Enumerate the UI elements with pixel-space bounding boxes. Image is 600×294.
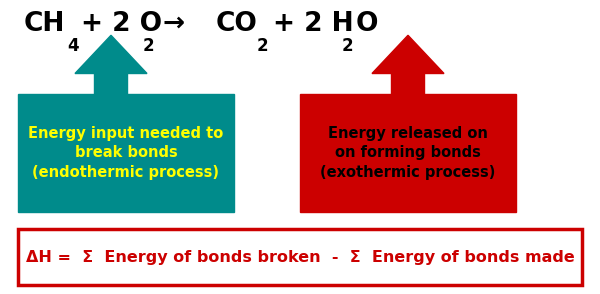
Text: 4: 4 (67, 37, 79, 56)
Text: 2: 2 (257, 37, 268, 56)
Text: Energy input needed to
break bonds
(endothermic process): Energy input needed to break bonds (endo… (28, 126, 224, 180)
Polygon shape (372, 35, 444, 97)
Text: CO: CO (216, 11, 258, 37)
Text: 2: 2 (142, 37, 154, 56)
FancyBboxPatch shape (18, 229, 582, 285)
Text: ΔH =  Σ  Energy of bonds broken  -  Σ  Energy of bonds made: ΔH = Σ Energy of bonds broken - Σ Energy… (26, 250, 574, 265)
FancyBboxPatch shape (18, 94, 234, 212)
Text: 2: 2 (342, 37, 353, 56)
Text: O: O (356, 11, 378, 37)
Polygon shape (75, 35, 147, 97)
Text: + 2 O: + 2 O (81, 11, 162, 37)
Text: CH: CH (24, 11, 65, 37)
Text: + 2 H: + 2 H (273, 11, 353, 37)
Text: Energy released on
on forming bonds
(exothermic process): Energy released on on forming bonds (exo… (320, 126, 496, 180)
FancyBboxPatch shape (300, 94, 516, 212)
Text: →: → (162, 11, 184, 37)
